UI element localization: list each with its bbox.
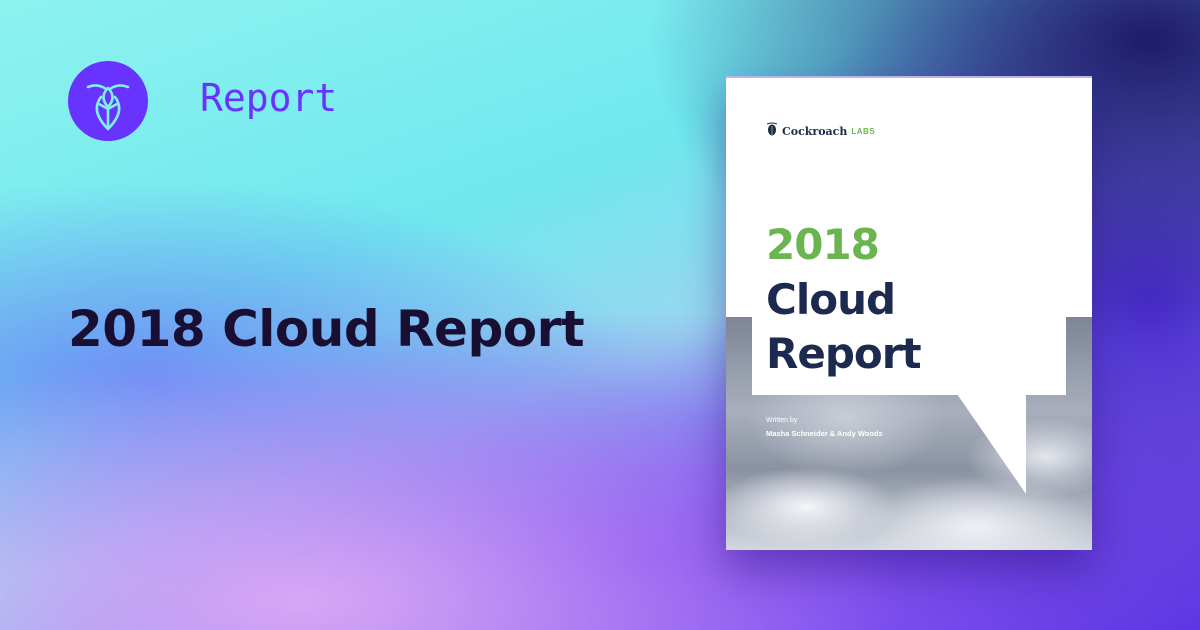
cockroach-logo-icon bbox=[68, 61, 148, 141]
cockroach-icon bbox=[766, 122, 778, 141]
page-title: 2018 Cloud Report bbox=[68, 300, 585, 358]
brand-name: Cockroach bbox=[782, 125, 848, 138]
speech-bubble-tail bbox=[957, 394, 1026, 494]
authors: Masha Schneider & Andy Woods bbox=[766, 429, 883, 438]
cover-brand: Cockroach LABS bbox=[766, 122, 875, 141]
cover-year: 2018 bbox=[766, 220, 880, 269]
report-cover: Cockroach LABS 2018 Cloud Report Written… bbox=[726, 76, 1092, 550]
cover-title-line2: Report bbox=[766, 329, 922, 378]
brand-suffix: LABS bbox=[851, 127, 876, 136]
cover-title: Cloud Report bbox=[766, 273, 922, 381]
report-tag: Report bbox=[200, 76, 338, 120]
cover-title-line1: Cloud bbox=[766, 275, 896, 324]
speech-bubble bbox=[752, 228, 1066, 395]
written-by-label: Written by bbox=[766, 417, 798, 424]
